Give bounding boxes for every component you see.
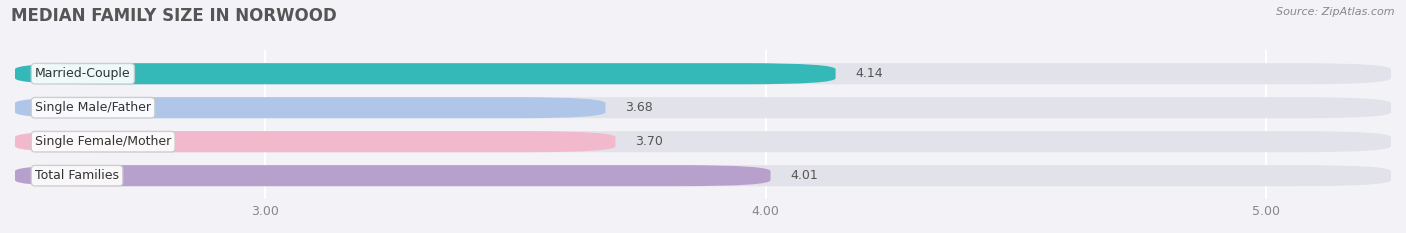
FancyBboxPatch shape [15, 165, 1391, 186]
Text: 3.70: 3.70 [636, 135, 664, 148]
Text: 3.68: 3.68 [626, 101, 654, 114]
FancyBboxPatch shape [15, 165, 770, 186]
FancyBboxPatch shape [15, 131, 616, 152]
FancyBboxPatch shape [15, 63, 1391, 84]
Text: Source: ZipAtlas.com: Source: ZipAtlas.com [1277, 7, 1395, 17]
Text: Single Male/Father: Single Male/Father [35, 101, 150, 114]
Text: Total Families: Total Families [35, 169, 120, 182]
Text: Married-Couple: Married-Couple [35, 67, 131, 80]
FancyBboxPatch shape [15, 131, 1391, 152]
FancyBboxPatch shape [15, 97, 1391, 118]
Text: Single Female/Mother: Single Female/Mother [35, 135, 172, 148]
FancyBboxPatch shape [15, 63, 835, 84]
Text: 4.14: 4.14 [856, 67, 883, 80]
Text: MEDIAN FAMILY SIZE IN NORWOOD: MEDIAN FAMILY SIZE IN NORWOOD [11, 7, 337, 25]
Text: 4.01: 4.01 [790, 169, 818, 182]
FancyBboxPatch shape [15, 97, 606, 118]
